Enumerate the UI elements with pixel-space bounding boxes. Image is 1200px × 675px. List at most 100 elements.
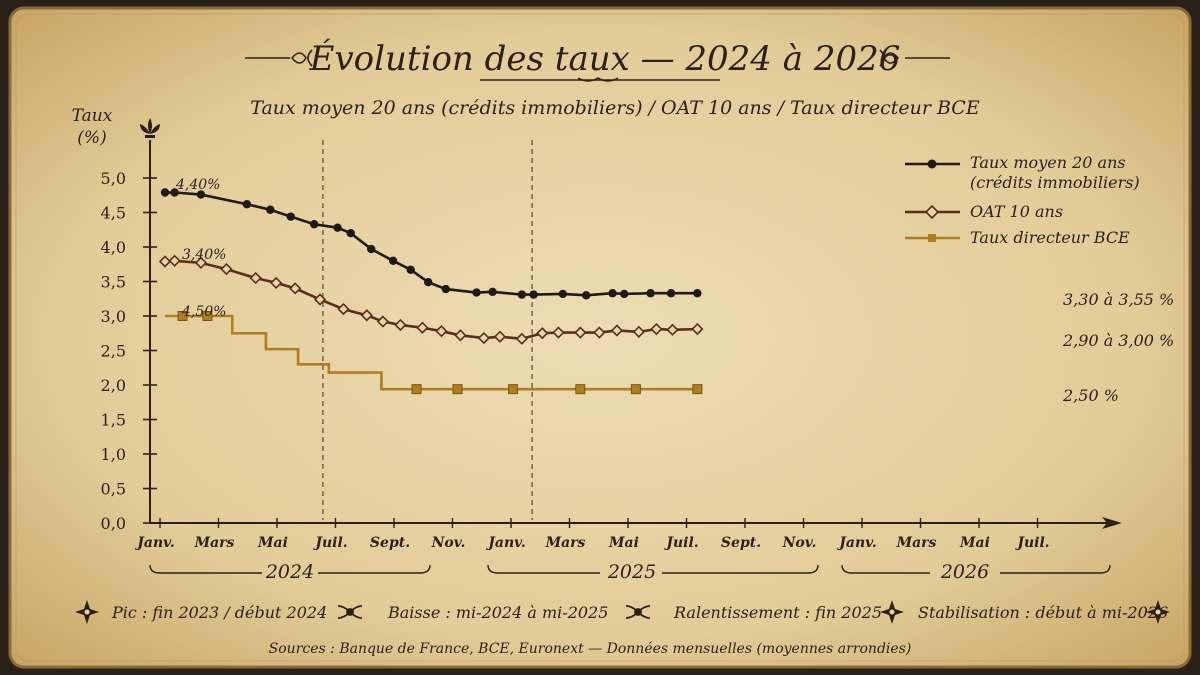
point-mortgage (367, 244, 376, 254)
point-oat (435, 325, 448, 338)
legend-label-oat: OAT 10 ans (970, 202, 1063, 221)
x-tick-label: Janv. (485, 535, 525, 551)
point-mortgage (517, 290, 527, 299)
point-bce (452, 384, 463, 395)
point-oat (552, 326, 565, 339)
point-oat (477, 331, 490, 345)
point-oat (515, 332, 528, 345)
x-axis-ticks: Janv. Mars Mai Juil. Sept. Nov. Janv. Mars Mai Ju… (134, 518, 1050, 551)
chart-title: Évolution des taux — 2024 à 2026 (309, 38, 901, 79)
flourish-icon (337, 605, 363, 619)
start-label-oat: 3,40% (182, 247, 226, 263)
y-tick-label: 2,5 (101, 342, 126, 361)
point-bce (692, 384, 703, 395)
x-tick-label: Sept. (721, 535, 761, 551)
point-oat (610, 324, 624, 337)
y-tick-label: 0,0 (101, 514, 126, 533)
point-oat (650, 322, 663, 336)
x-tick-label: Juil. (663, 535, 698, 551)
point-mortgage (666, 289, 676, 298)
point-oat (376, 315, 390, 328)
point-bce (202, 311, 213, 321)
point-mortgage (620, 289, 629, 299)
point-mortgage (333, 223, 342, 232)
chart-subtitle: Taux moyen 20 ans (crédits immobiliers) … (250, 97, 980, 119)
point-oat (249, 271, 262, 285)
phase-stabilisation: Stabilisation : début à mi-2026 (918, 603, 1168, 622)
y-axis-ticks: 0,0 0,5 1,0 1,5 2,0 2,5 3,0 3,5 4,0 4,5 5,0 (101, 169, 157, 533)
title-ornaments (245, 49, 950, 82)
point-oat (158, 255, 172, 268)
point-oat (493, 330, 507, 343)
point-mortgage (693, 289, 702, 298)
point-mortgage (309, 220, 319, 229)
y-tick-label: 5,0 (101, 169, 126, 188)
point-mortgage (424, 277, 433, 287)
legend-marker-bce (928, 234, 936, 242)
point-oat (289, 282, 302, 295)
point-mortgage (441, 284, 450, 294)
end-label-oat: 2,90 à 3,00 % (1062, 331, 1174, 350)
y-axis-unit: (%) (77, 128, 106, 148)
legend-label-mortgage-1: Taux moyen 20 ans (970, 153, 1126, 172)
legend-label-mortgage-2: (crédits immobiliers) (970, 173, 1140, 192)
phase-ralentissement: Ralentissement : fin 2025 (673, 603, 882, 622)
x-tick-label: Nov. (431, 535, 466, 551)
x-tick-label: Nov. (782, 535, 817, 551)
year-label-2025: 2025 (607, 561, 656, 583)
y-tick-label: 0,5 (101, 480, 126, 499)
y-tick-label: 3,0 (101, 307, 126, 326)
point-oat (632, 325, 645, 339)
point-oat (270, 276, 283, 290)
series-line-bce (165, 314, 698, 391)
point-mortgage (196, 190, 206, 199)
x-tick-label: Juil. (312, 535, 347, 551)
x-tick-label: Mars (896, 535, 937, 551)
point-oat (691, 322, 704, 336)
point-mortgage (266, 205, 275, 214)
point-oat (313, 293, 327, 306)
point-mortgage (160, 188, 170, 197)
legend-label-bce: Taux directeur BCE (970, 228, 1130, 247)
y-axis-label: Taux (72, 106, 113, 126)
compass-star-icon (880, 600, 904, 624)
point-oat (337, 302, 350, 316)
point-mortgage (646, 289, 655, 298)
point-bce (411, 384, 422, 395)
point-oat (360, 309, 373, 322)
year-label-2026: 2026 (940, 561, 989, 583)
start-label-mortgage: 4,40% (175, 177, 220, 193)
start-label-bce: 4,50% (181, 304, 226, 320)
point-oat (168, 254, 181, 267)
point-oat (394, 318, 407, 332)
x-tick-label: Janv. (836, 535, 876, 551)
x-tick-label: Juil. (1014, 535, 1049, 551)
footer-phases: Pic : fin 2023 / début 2024 Baisse : mi-… (75, 600, 1170, 624)
year-brackets (149, 564, 1111, 574)
x-axis-arrow-icon (1102, 517, 1122, 529)
y-tick-label: 2,0 (101, 376, 126, 395)
end-label-mortgage: 3,30 à 3,55 % (1063, 290, 1174, 309)
point-mortgage (170, 188, 179, 197)
phase-baisse: Baisse : mi-2024 à mi-2025 (387, 603, 608, 622)
y-tick-label: 1,5 (101, 411, 126, 430)
point-oat (220, 262, 233, 276)
legend-marker-oat (924, 204, 940, 220)
point-oat (574, 326, 587, 339)
point-oat (416, 321, 429, 334)
point-oat (194, 256, 208, 270)
end-label-bce: 2,50 % (1062, 386, 1119, 405)
x-tick-label: Janv. (134, 535, 174, 551)
point-oat (454, 329, 467, 342)
point-mortgage (286, 212, 295, 221)
point-oat (536, 327, 549, 340)
x-tick-label: Mai (257, 535, 288, 551)
point-bce (177, 311, 188, 321)
point-mortgage (582, 291, 591, 300)
compass-star-icon (75, 600, 99, 624)
point-oat (593, 326, 606, 339)
x-tick-label: Mai (608, 535, 639, 551)
point-bce (630, 384, 641, 395)
phase-dividers (322, 140, 533, 520)
